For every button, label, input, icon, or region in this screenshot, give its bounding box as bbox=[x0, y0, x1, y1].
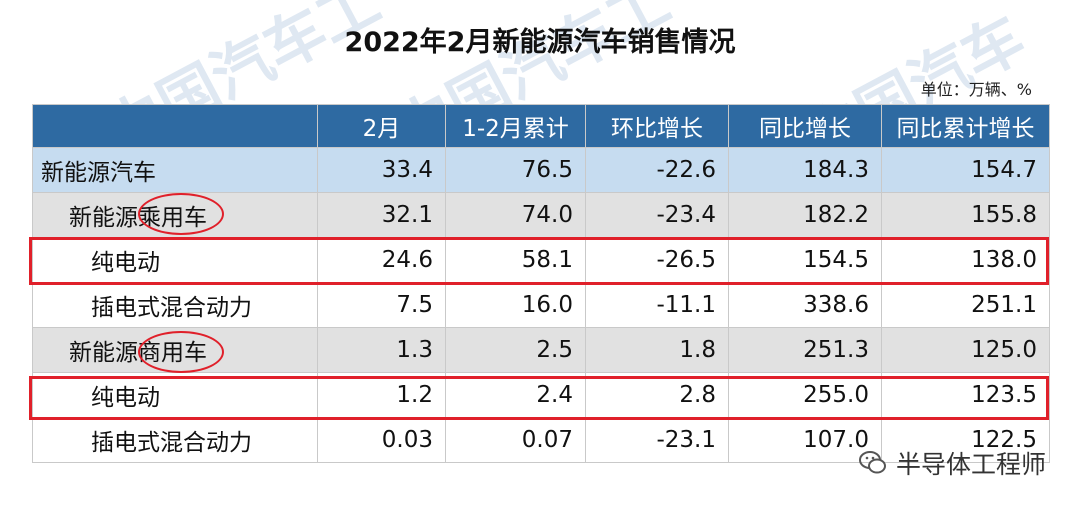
header-mom: 环比增长 bbox=[585, 104, 729, 148]
cell: 122.5 bbox=[881, 417, 1050, 463]
cell: 2.5 bbox=[445, 327, 586, 373]
table-header-row: 2月 1-2月累计 环比增长 同比增长 同比累计增长 bbox=[32, 104, 1050, 148]
cell: 1.8 bbox=[585, 327, 729, 373]
sales-table: 2月 1-2月累计 环比增长 同比增长 同比累计增长 新能源汽车 33.4 76… bbox=[32, 104, 1050, 463]
wechat-icon bbox=[858, 451, 886, 474]
row-label: 插电式混合动力 bbox=[32, 417, 318, 463]
cell: 0.07 bbox=[445, 417, 586, 463]
table-row: 插电式混合动力 0.03 0.07 -23.1 107.0 122.5 bbox=[32, 417, 1050, 463]
row-label: 纯电动 bbox=[32, 372, 318, 418]
brand-name: 半导体工程师 bbox=[895, 450, 1046, 479]
cell: 58.1 bbox=[445, 237, 586, 283]
cell: 1.2 bbox=[317, 372, 446, 418]
cell: 251.3 bbox=[728, 327, 882, 373]
cell: 182.2 bbox=[728, 192, 882, 238]
cell: 2.4 bbox=[445, 372, 586, 418]
cell: -26.5 bbox=[585, 237, 729, 283]
cell: -11.1 bbox=[585, 282, 729, 328]
cell: 74.0 bbox=[445, 192, 586, 238]
table-row: 纯电动 24.6 58.1 -26.5 154.5 138.0 bbox=[32, 237, 1050, 283]
cell: 138.0 bbox=[881, 237, 1050, 283]
cell: 125.0 bbox=[881, 327, 1050, 373]
cell: 76.5 bbox=[445, 147, 586, 193]
cell: 184.3 bbox=[728, 147, 882, 193]
cell: 32.1 bbox=[317, 192, 446, 238]
cell: 33.4 bbox=[317, 147, 446, 193]
table-row: 纯电动 1.2 2.4 2.8 255.0 123.5 bbox=[32, 372, 1050, 418]
header-category bbox=[32, 104, 318, 148]
cell: 7.5 bbox=[317, 282, 446, 328]
header-yoy: 同比增长 bbox=[728, 104, 882, 148]
cell: 154.5 bbox=[728, 237, 882, 283]
highlight-box-bev-passenger bbox=[29, 237, 1049, 285]
cell: 251.1 bbox=[881, 282, 1050, 328]
cell: 24.6 bbox=[317, 237, 446, 283]
header-cumulative: 1-2月累计 bbox=[445, 104, 586, 148]
cell: 338.6 bbox=[728, 282, 882, 328]
cell: 123.5 bbox=[881, 372, 1050, 418]
cell: 155.8 bbox=[881, 192, 1050, 238]
table-row: 新能源汽车 33.4 76.5 -22.6 184.3 154.7 bbox=[32, 147, 1050, 193]
page-title: 2022年2月新能源汽车销售情况 bbox=[344, 27, 736, 58]
header-yoy-cumulative: 同比累计增长 bbox=[881, 104, 1050, 148]
cell: 1.3 bbox=[317, 327, 446, 373]
cell: 0.03 bbox=[317, 417, 446, 463]
brand-watermark: 半导体工程师 bbox=[858, 445, 1046, 481]
cell: 16.0 bbox=[445, 282, 586, 328]
row-label: 新能源汽车 bbox=[32, 147, 318, 193]
row-label: 插电式混合动力 bbox=[32, 282, 318, 328]
unit-label: 单位：万辆、% bbox=[920, 80, 1032, 99]
cell: -22.6 bbox=[585, 147, 729, 193]
table-row: 插电式混合动力 7.5 16.0 -11.1 338.6 251.1 bbox=[32, 282, 1050, 328]
circle-annotation-commercial bbox=[138, 331, 224, 373]
highlight-box-bev-commercial bbox=[29, 376, 1049, 420]
cell: 154.7 bbox=[881, 147, 1050, 193]
cell: 107.0 bbox=[728, 417, 882, 463]
header-feb: 2月 bbox=[317, 104, 446, 148]
cell: 2.8 bbox=[585, 372, 729, 418]
row-label: 纯电动 bbox=[32, 237, 318, 283]
circle-annotation-passenger bbox=[138, 193, 224, 235]
cell: -23.1 bbox=[585, 417, 729, 463]
cell: -23.4 bbox=[585, 192, 729, 238]
table-row: 新能源乘用车 32.1 74.0 -23.4 182.2 155.8 bbox=[32, 192, 1050, 238]
